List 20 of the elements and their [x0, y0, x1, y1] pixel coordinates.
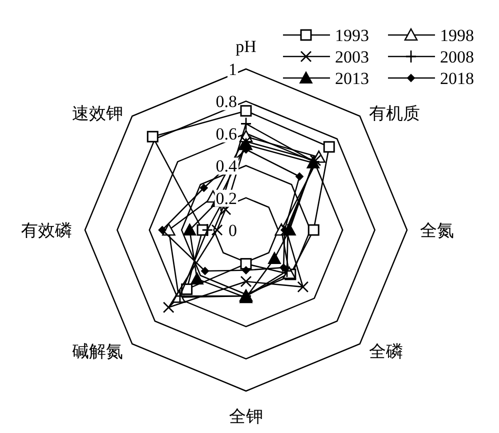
legend-label: 2003	[335, 48, 369, 66]
spoke-label: 全磷	[369, 342, 404, 362]
y-tick-label: 0.8	[216, 92, 237, 112]
legend-label: 2013	[335, 69, 369, 88]
y-tick-label: 0.4	[216, 156, 238, 176]
y-tick-label: 1	[228, 60, 237, 79]
spoke-label: pH	[236, 37, 256, 56]
legend-label: 1998	[440, 26, 474, 45]
legend-label: 2018	[440, 69, 474, 88]
y-tick-label: 0	[228, 221, 237, 240]
spoke-label: 速效钾	[72, 104, 123, 123]
spoke-label: 碱解氮	[72, 342, 123, 362]
y-tick-label: 0.2	[216, 188, 237, 208]
spoke-label: 全钾	[229, 407, 263, 426]
spoke-label: 有效磷	[21, 221, 72, 240]
y-tick-label: 0.6	[216, 124, 237, 144]
legend-label: 1993	[335, 26, 369, 45]
spoke-label: 全氮	[420, 221, 454, 240]
legend-label: 2008	[440, 48, 474, 66]
spoke-label: 有机质	[369, 104, 420, 123]
